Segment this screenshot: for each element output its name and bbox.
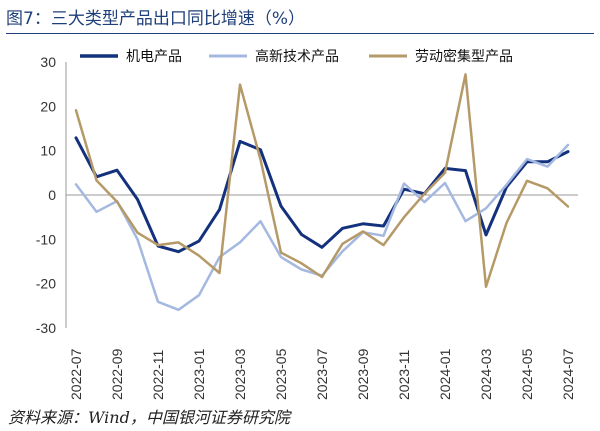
x-tick-label: 2024-03 xyxy=(478,348,494,400)
x-tick-label: 2023-11 xyxy=(396,349,412,400)
source-note: 资料来源：Wind，中国银河证券研究院 xyxy=(8,408,290,427)
legend-label: 劳动密集型产品 xyxy=(415,48,513,65)
x-tick-label: 2023-07 xyxy=(314,348,330,400)
legend-label: 高新技术产品 xyxy=(255,48,339,65)
x-tick-labels: 2022-07 2022-09 2022-11 2023-01 2023-03 2023-… xyxy=(68,348,576,400)
x-tick-label: 2024-07 xyxy=(560,348,576,400)
series-line-3 xyxy=(74,73,570,289)
y-tick-label: -30 xyxy=(36,320,56,336)
y-tick-label: 0 xyxy=(48,187,56,203)
x-tick-label: 2023-05 xyxy=(273,348,289,400)
legend: 机电产品 高新技术产品 劳动密集型产品 xyxy=(80,48,513,65)
x-tick-label: 2023-03 xyxy=(232,348,248,400)
x-tick-label: 2022-09 xyxy=(109,348,125,400)
title-divider xyxy=(6,33,594,34)
y-tick-label: 10 xyxy=(40,143,56,159)
y-tick-label: 20 xyxy=(40,98,56,114)
y-tick-labels: 30 20 10 0 -10 -20 -30 xyxy=(36,54,56,336)
x-tick-label: 2024-01 xyxy=(437,348,453,400)
axis-lines xyxy=(65,62,578,328)
x-tick-label: 2022-07 xyxy=(68,348,84,400)
series-lines xyxy=(74,73,570,312)
y-tick-label: 30 xyxy=(40,54,56,70)
x-tick-label: 2023-01 xyxy=(191,348,207,400)
x-tick-label: 2023-09 xyxy=(355,348,371,400)
x-tick-label: 2024-05 xyxy=(519,348,535,400)
y-tick-label: -20 xyxy=(36,276,56,292)
legend-label: 机电产品 xyxy=(126,49,182,65)
x-tick-label: 2022-11 xyxy=(150,349,166,400)
figure-title: 图7：三大类型产品出口同比增速（%） xyxy=(6,9,305,29)
y-tick-label: -10 xyxy=(36,231,56,247)
